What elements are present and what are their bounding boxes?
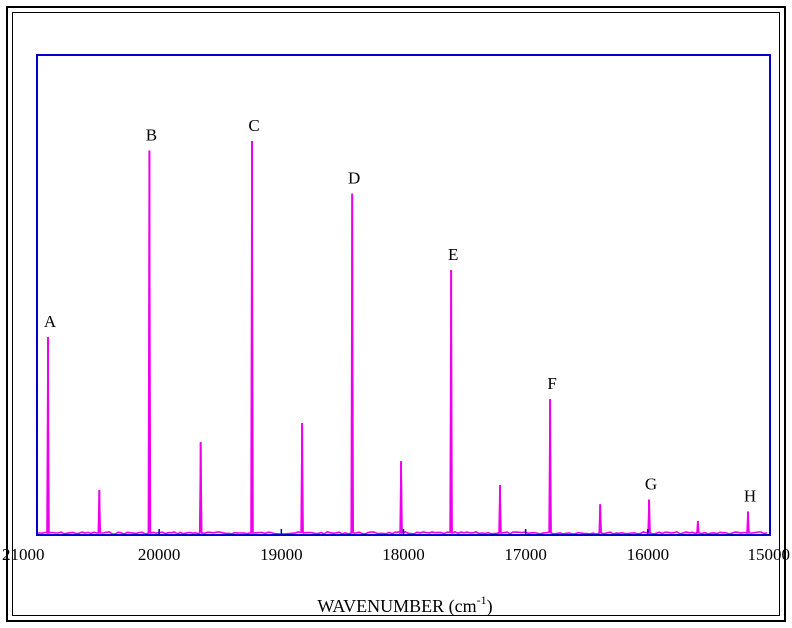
- x-axis-ticks: 21000 20000 19000 18000 17000 16000 15000: [2, 529, 790, 564]
- x-tick-label: 16000: [627, 545, 670, 564]
- peak-label-e: E: [448, 245, 458, 264]
- inner-frame: [12, 12, 780, 616]
- peak-label-a: A: [44, 312, 57, 331]
- peak-label-b: B: [146, 126, 157, 145]
- x-axis-title-superscript: -1: [477, 593, 487, 607]
- spectrum-line-layer: [37, 140, 768, 537]
- peak-labels: A B C D E F G H: [44, 116, 756, 505]
- x-tick-label: 15000: [748, 545, 791, 564]
- x-axis-title-main: WAVENUMBER (cm: [317, 596, 476, 617]
- peak-label-h: H: [744, 486, 756, 505]
- x-tick-label: 18000: [382, 545, 425, 564]
- x-axis-title: WAVENUMBER (cm-1): [317, 593, 492, 617]
- peak-label-f: F: [547, 374, 556, 393]
- outer-frame: [6, 6, 786, 622]
- x-tick-label: 17000: [504, 545, 547, 564]
- x-tick-label: 21000: [2, 545, 45, 564]
- peak-label-g: G: [645, 475, 657, 494]
- x-axis-title-suffix: ): [487, 596, 493, 617]
- x-tick-label: 20000: [138, 545, 181, 564]
- peak-label-d: D: [348, 169, 360, 188]
- peak-label-c: C: [248, 116, 259, 135]
- x-tick-label: 19000: [260, 545, 303, 564]
